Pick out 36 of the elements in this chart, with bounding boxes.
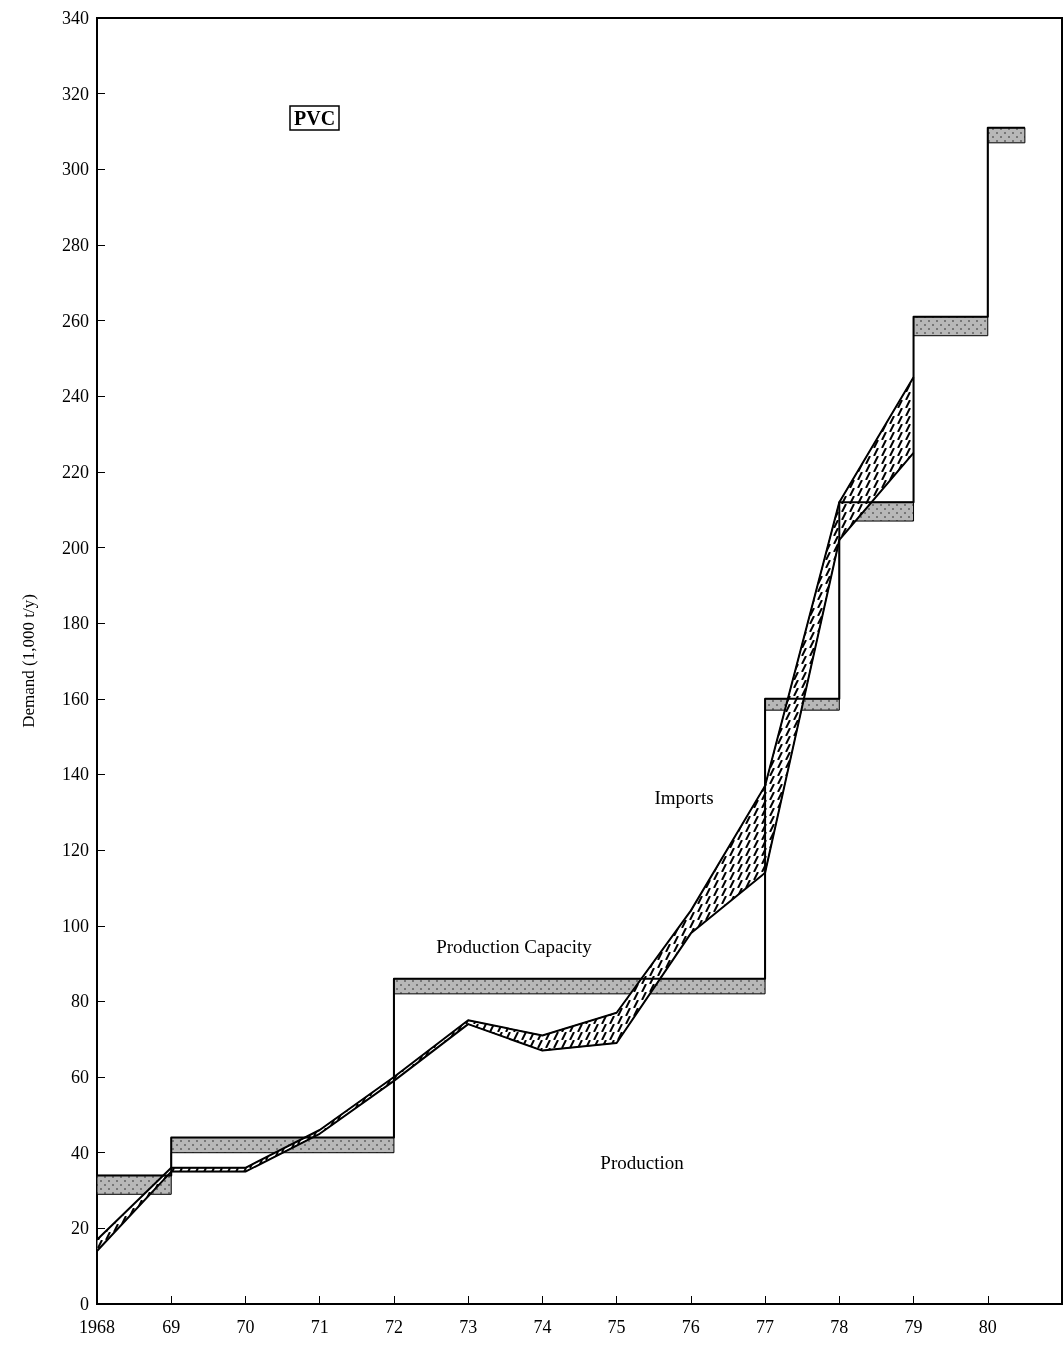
y-tick-label: 140 bbox=[62, 764, 89, 785]
x-tick-label: 72 bbox=[384, 1317, 403, 1337]
x-tick-label: 76 bbox=[681, 1317, 700, 1337]
x-tick-label: 69 bbox=[162, 1317, 181, 1337]
x-tick-label: 73 bbox=[459, 1317, 478, 1337]
annotation: Production bbox=[600, 1151, 685, 1173]
y-tick-label: 40 bbox=[71, 1142, 89, 1163]
y-tick-label: 280 bbox=[62, 234, 89, 255]
x-tick-label: 80 bbox=[978, 1317, 997, 1337]
y-tick-label: 240 bbox=[62, 386, 89, 407]
y-tick-label: 60 bbox=[71, 1067, 89, 1088]
y-tick-label: 160 bbox=[62, 688, 89, 709]
x-tick-label: 70 bbox=[236, 1317, 255, 1337]
annotation: Imports bbox=[654, 786, 714, 808]
x-tick-label: 75 bbox=[607, 1317, 626, 1337]
y-tick-label: 320 bbox=[62, 83, 89, 104]
y-tick-label: 0 bbox=[80, 1294, 89, 1314]
x-tick-label: 77 bbox=[756, 1317, 775, 1337]
x-tick-label: 78 bbox=[830, 1317, 849, 1337]
y-tick-label: 300 bbox=[62, 159, 89, 180]
y-axis-title: Demand (1,000 t/y) bbox=[19, 594, 38, 728]
annotation: Production Capacity bbox=[436, 935, 593, 957]
x-tick-label: 74 bbox=[533, 1317, 552, 1337]
x-tick-label: 79 bbox=[904, 1317, 923, 1337]
y-tick-label: 120 bbox=[62, 840, 89, 861]
y-tick-label: 80 bbox=[71, 991, 89, 1012]
y-tick-label: 340 bbox=[62, 8, 89, 28]
x-tick-label: 1968 bbox=[79, 1317, 115, 1337]
y-tick-label: 20 bbox=[71, 1218, 89, 1239]
y-tick-label: 180 bbox=[62, 613, 89, 634]
text: PVC bbox=[294, 107, 336, 129]
y-tick-label: 220 bbox=[62, 461, 89, 482]
x-tick-label: 71 bbox=[310, 1317, 329, 1337]
y-tick-label: 260 bbox=[62, 310, 89, 331]
y-tick-label: 100 bbox=[62, 915, 89, 936]
y-tick-label: 200 bbox=[62, 537, 89, 558]
